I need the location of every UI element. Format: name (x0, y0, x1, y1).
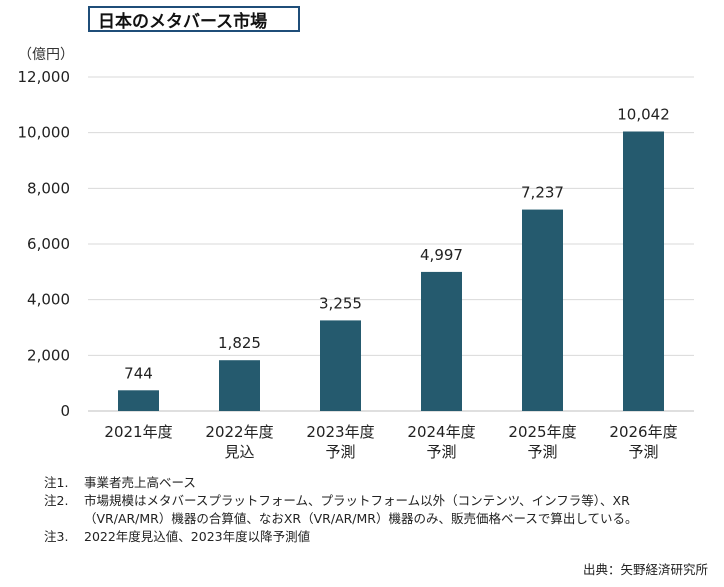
y-tick-label: 0 (60, 402, 70, 420)
note-line: （VR/AR/MR）機器の合算値、なおXR（VR/AR/MR）機器のみ、販売価格… (44, 510, 637, 528)
note-line: 注2. 市場規模はメタバースプラットフォーム、プラットフォーム以外（コンテンツ、イ… (44, 492, 637, 510)
y-tick-label: 12,000 (18, 68, 71, 86)
x-tick-label: 予測 (426, 443, 456, 461)
x-tick-label: 予測 (628, 443, 658, 461)
bar-3 (320, 320, 361, 411)
source-credit: 出典：矢野経済研究所 (582, 562, 708, 577)
x-tick-label: 2025年度 (508, 423, 576, 441)
note-text: 事業者売上高ベース (84, 475, 196, 490)
note-line: 注3. 2022年度見込値、2023年度以降予測値 (44, 528, 637, 546)
bar-value-label: 7,237 (521, 184, 564, 202)
x-tick-label: 2026年度 (609, 423, 677, 441)
x-tick-label: 2021年度 (104, 423, 172, 441)
note-text: （VR/AR/MR）機器の合算値、なおXR（VR/AR/MR）機器のみ、販売価格… (84, 511, 638, 526)
bar-chart: 0 2,000 4,000 6,000 8,000 10,000 12,000 744 2021… (18, 68, 694, 461)
bar-5 (522, 209, 563, 411)
x-tick-label: 見込 (224, 443, 254, 461)
note-number: 注2. (44, 493, 69, 508)
bar-value-label: 10,042 (617, 105, 670, 123)
x-tick-label: 2024年度 (407, 423, 475, 441)
y-tick-label: 8,000 (27, 179, 70, 197)
y-tick-label: 2,000 (27, 346, 70, 364)
bar-value-label: 4,997 (420, 246, 463, 264)
y-tick-label: 4,000 (27, 291, 70, 309)
note-line: 注1. 事業者売上高ベース (44, 474, 637, 492)
note-number: 注3. (44, 529, 69, 544)
chart-title-box: 日本のメタバース市場 (88, 6, 300, 32)
y-axis-unit-label: （億円） (18, 47, 74, 63)
x-tick-label: 予測 (325, 443, 355, 461)
note-text: 市場規模はメタバースプラットフォーム、プラットフォーム以外（コンテンツ、インフラ… (84, 493, 630, 508)
bar-2 (219, 360, 260, 411)
chart-title: 日本のメタバース市場 (98, 11, 268, 32)
x-tick-label: 2022年度 (205, 423, 273, 441)
note-text: 2022年度見込値、2023年度以降予測値 (84, 529, 311, 544)
notes-section: 注1. 事業者売上高ベース 注2. 市場規模はメタバースプラットフォーム、プラットフォ… (44, 474, 637, 546)
bar-1 (118, 390, 159, 411)
bar-4 (421, 271, 462, 411)
y-tick-label: 10,000 (18, 124, 71, 142)
x-tick-label: 予測 (527, 443, 557, 461)
bar-value-label: 1,825 (218, 334, 261, 352)
bar-value-label: 744 (124, 364, 153, 382)
note-number: 注1. (44, 475, 69, 490)
x-tick-label: 2023年度 (306, 423, 374, 441)
y-tick-label: 6,000 (27, 235, 70, 253)
bar-value-label: 3,255 (319, 294, 362, 312)
bar-6 (623, 131, 664, 411)
